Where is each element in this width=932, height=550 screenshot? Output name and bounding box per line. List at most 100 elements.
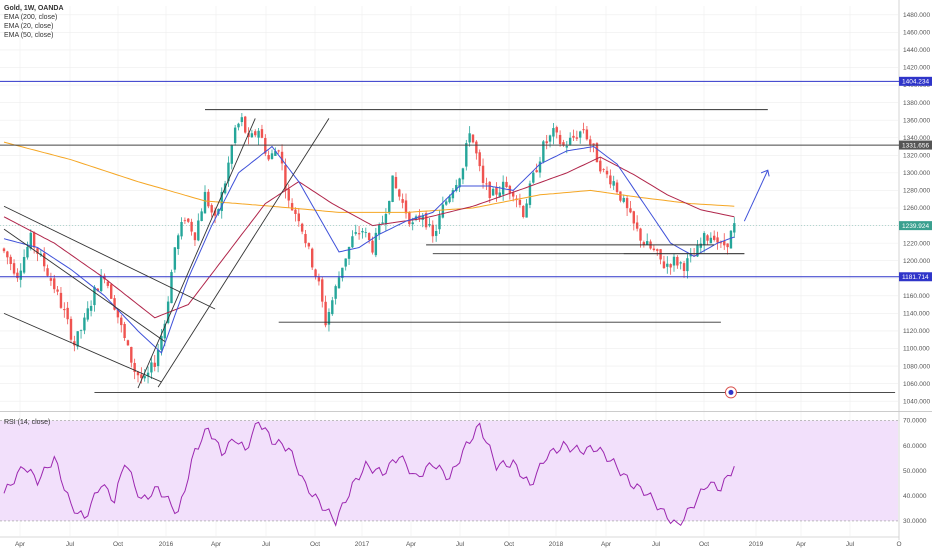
candle-up	[156, 349, 160, 367]
candle-up	[79, 330, 83, 332]
x-tick-label: 2018	[549, 541, 564, 548]
candle-down	[726, 243, 729, 248]
candle-up	[270, 153, 274, 159]
candle-down	[625, 198, 629, 209]
projection-arrowhead	[760, 169, 770, 177]
y-tick-label: 1280.000	[903, 188, 930, 195]
candle-up	[150, 362, 153, 373]
ema200-line	[3, 141, 735, 213]
candle-down	[133, 362, 136, 372]
candle-down	[642, 242, 646, 245]
rsi-pane[interactable]	[0, 420, 898, 527]
price-label-badge	[899, 76, 932, 86]
candle-up	[465, 143, 468, 167]
x-tick-label: 2017	[355, 541, 370, 548]
x-tick-label: Oct	[504, 541, 514, 548]
candle-up	[378, 224, 381, 235]
candle-up	[237, 123, 240, 128]
legend-ema20: EMA (20, close)	[4, 23, 54, 30]
candle-down	[371, 240, 374, 253]
candle-up	[421, 215, 424, 220]
candle-down	[706, 235, 709, 241]
candle-up	[458, 178, 461, 188]
price-label-text: 1331.656	[902, 142, 929, 149]
legend-ema200: EMA (200, close)	[4, 14, 58, 21]
candle-up	[441, 204, 445, 218]
candle-down	[585, 129, 589, 140]
candle-down	[56, 289, 59, 292]
candle-down	[518, 199, 522, 205]
candle-up	[337, 277, 341, 289]
x-tick-label: Apr	[15, 541, 26, 548]
y-tick-label: 1200.000	[903, 258, 930, 265]
candle-down	[615, 182, 619, 193]
candle-up	[83, 317, 86, 331]
y-tick-label: 1060.000	[903, 381, 930, 388]
candle-down	[210, 205, 213, 213]
candle-up	[411, 222, 414, 225]
candle-down	[676, 256, 679, 266]
candle-down	[53, 278, 56, 290]
candle-up	[729, 230, 733, 249]
candle-up	[391, 175, 394, 202]
candle-down	[555, 127, 558, 133]
x-tick-label: Jul	[66, 541, 75, 548]
candle-down	[357, 233, 361, 235]
y-tick-label: 1320.000	[903, 153, 930, 160]
candle-down	[264, 137, 267, 154]
price-label-text: 1239.924	[902, 223, 929, 230]
candle-up	[203, 192, 207, 214]
y-tick-label: 1360.000	[903, 117, 930, 124]
candle-up	[538, 161, 542, 173]
price-pane[interactable]	[2, 113, 736, 384]
candle-up	[528, 183, 532, 205]
candle-down	[244, 116, 247, 133]
candle-down	[213, 210, 217, 216]
candle-down	[475, 141, 478, 154]
trend-line	[3, 205, 216, 310]
candle-down	[659, 249, 662, 260]
y-tick-label: 1460.000	[903, 30, 930, 37]
candle-up	[445, 201, 448, 205]
y-tick-label: 1120.000	[903, 328, 930, 335]
candle-down	[254, 131, 257, 136]
candle-up	[552, 128, 555, 137]
trend-line	[3, 312, 162, 383]
x-tick-label: Jul	[262, 541, 271, 548]
candle-down	[605, 170, 609, 175]
candle-down	[394, 176, 398, 189]
candle-up	[498, 192, 501, 197]
candle-up	[428, 223, 431, 226]
candle-up	[344, 258, 347, 267]
candle-down	[116, 309, 120, 318]
price-label-text: 1404.234	[902, 79, 929, 86]
rsi-legend: RSI (14, close)	[4, 419, 51, 426]
candle-down	[120, 317, 123, 326]
candle-down	[287, 188, 290, 201]
trend-drawings[interactable]	[0, 80, 899, 399]
candle-down	[311, 248, 314, 268]
y-tick-label: 1380.000	[903, 100, 930, 107]
candle-down	[619, 191, 622, 201]
y-tick-label: 1260.000	[903, 205, 930, 212]
legend-symbol: Gold, 1W, OANDA	[4, 5, 64, 12]
candle-down	[488, 181, 491, 198]
candle-up	[468, 133, 471, 143]
trend-line	[157, 118, 330, 388]
candle-down	[478, 152, 481, 167]
candle-up	[354, 232, 357, 234]
candle-up	[93, 286, 96, 306]
candle-down	[49, 278, 53, 281]
candle-up	[364, 232, 367, 233]
candle-down	[723, 240, 726, 246]
candle-down	[2, 248, 6, 252]
candle-up	[173, 247, 177, 270]
y-tick-label: 1340.000	[903, 135, 930, 142]
candle-down	[46, 268, 49, 276]
candle-up	[686, 258, 689, 272]
candle-up	[351, 236, 354, 248]
candle-up	[696, 245, 699, 257]
x-tick-label: Jul	[456, 541, 465, 548]
y-tick-label: 1480.000	[903, 12, 930, 19]
